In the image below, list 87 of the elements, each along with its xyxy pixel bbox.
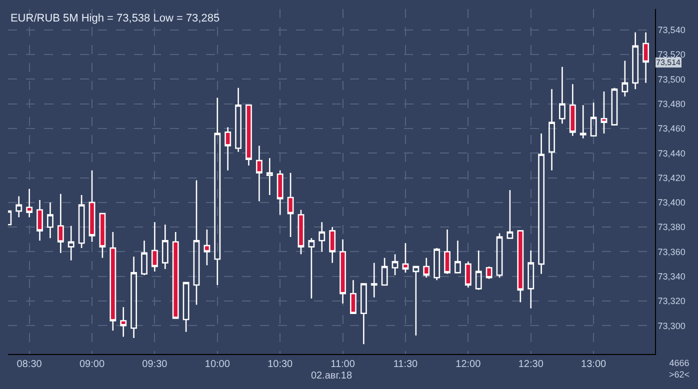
candlestick [130, 256, 138, 339]
candlestick [246, 104, 252, 166]
x-axis-title: 02.авг.18 [310, 370, 352, 382]
candlestick [298, 209, 304, 255]
x-tick-label: 09:00 [79, 359, 105, 370]
candlestick [99, 212, 106, 259]
candlestick [464, 260, 472, 288]
candlestick [548, 88, 555, 172]
y-tick-label: 73,440 [658, 148, 686, 158]
x-tick-label: 11:30 [393, 359, 418, 370]
x-tick-label: 10:30 [268, 359, 294, 370]
candlestick [486, 266, 492, 280]
text: 4666 >62< [669, 358, 690, 380]
y-tick-label: 73,400 [658, 198, 686, 208]
candlestick [256, 145, 262, 202]
candlestick [423, 257, 430, 278]
candlestick [308, 238, 315, 300]
candlestick [57, 193, 64, 254]
candlestick [580, 104, 586, 140]
y-tick-label: 73,540 [658, 25, 686, 36]
candlestick [444, 228, 450, 275]
candlestick [204, 228, 210, 266]
candlestick [402, 242, 409, 274]
candlestick [642, 32, 650, 84]
candlestick [611, 87, 618, 126]
candlestick [16, 196, 22, 218]
y-tick-label: 73,500 [658, 74, 686, 84]
candlestick [36, 199, 43, 242]
candlestick [392, 254, 398, 276]
candlestick [318, 222, 326, 252]
candlestick [590, 102, 597, 137]
candlestick [517, 230, 524, 303]
candlestick [266, 157, 273, 196]
candlestick [559, 66, 566, 124]
candlestick [454, 240, 461, 274]
candlestick [120, 306, 127, 338]
y-tick-label: 73,520 [658, 50, 686, 60]
candlestick [506, 189, 514, 239]
candlestick [162, 224, 168, 270]
candlestick [412, 266, 420, 336]
annotation: 73,514 [656, 58, 682, 67]
candlestick [434, 247, 440, 281]
x-tick-label: 13:00 [581, 359, 607, 370]
candlestick [632, 32, 639, 90]
y-tick-label: 73,360 [658, 246, 686, 257]
y-tick-label: 73,300 [658, 320, 686, 331]
candlestick [600, 90, 608, 134]
candlestick [329, 226, 336, 264]
x-tick-label: 12:00 [456, 359, 482, 370]
candlestick [370, 262, 378, 298]
candlestick [224, 126, 232, 172]
candlestick [110, 231, 116, 332]
candlestick [276, 170, 284, 216]
candlestick [235, 87, 242, 153]
candlestick [151, 222, 158, 272]
candlestick [172, 231, 179, 319]
y-tick-label: 73,340 [658, 272, 686, 282]
candlestick [78, 194, 85, 249]
candlestick [193, 180, 200, 306]
candlestick [538, 132, 545, 275]
x-tick-label: 08:30 [16, 359, 42, 370]
x-tick-label: 10:00 [204, 359, 230, 370]
candlestick [350, 279, 356, 314]
x-tick-label: 09:30 [142, 359, 168, 370]
y-tick-label: 73,460 [658, 124, 686, 134]
candlestick [381, 257, 388, 286]
candlestick [182, 282, 190, 332]
y-tick-label: 73,420 [658, 172, 686, 183]
chart-title: EUR/RUB 5M High = 73,538 Low = 73,285 [10, 12, 220, 24]
candlestick [475, 250, 482, 291]
candlestick [47, 202, 54, 239]
candlestick [569, 84, 576, 137]
candlestick [26, 188, 33, 218]
candlestick [360, 283, 367, 345]
candlestick [68, 225, 74, 262]
candlestick [622, 60, 628, 98]
y-tick-label: 73,480 [658, 99, 686, 110]
candlestick [88, 170, 96, 243]
y-tick-label: 73,380 [658, 222, 686, 232]
candlestick [528, 250, 534, 310]
candlestick [141, 240, 148, 276]
x-tick-label: 12:30 [518, 359, 544, 370]
candlestick [287, 172, 294, 238]
candlestick [340, 238, 346, 304]
candlestick [496, 232, 503, 278]
y-tick-label: 73,320 [658, 296, 686, 306]
x-tick-label: 11:00 [330, 359, 356, 370]
